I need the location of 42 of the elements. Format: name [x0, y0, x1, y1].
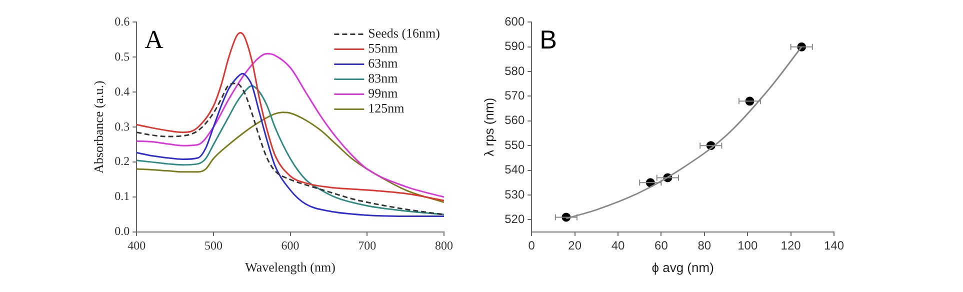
y-tick-label: 0.6 [114, 14, 130, 28]
x-tick-label: 800 [435, 238, 453, 252]
y-tick-label: 0.2 [114, 154, 130, 168]
y-tick-label: 0.5 [114, 49, 130, 64]
y-tick-label: 600 [504, 14, 525, 29]
x-tick-label: 600 [281, 238, 300, 252]
y-tick-label: 590 [504, 39, 525, 54]
y-tick-label: 560 [504, 113, 525, 128]
y-tick-label: 0.4 [114, 84, 130, 98]
x-tick-label: 100 [738, 238, 758, 253]
y-tick-label: 0.0 [114, 224, 130, 238]
y-tick-label: 0.1 [114, 189, 130, 204]
x-tick-label: 120 [780, 238, 802, 253]
x-tick-label: 80 [698, 238, 712, 253]
line-series [136, 112, 444, 204]
y-tick-label: 530 [504, 187, 525, 202]
y-tick-label: 0.3 [114, 119, 130, 134]
x-tick-label: 0 [528, 238, 536, 253]
x-tick-label: 60 [654, 238, 668, 253]
y-tick-label: 520 [504, 212, 525, 226]
x-axis-title: ϕ avg (nm) [652, 260, 714, 275]
y-axis-title: λ rps (nm) [481, 98, 496, 156]
x-tick-label: 700 [358, 238, 376, 252]
y-tick-label: 580 [504, 64, 525, 78]
annotation: A [144, 25, 164, 54]
x-tick-label: 140 [824, 238, 844, 253]
y-tick-label: 540 [504, 162, 525, 177]
legend-label: Seeds (16nm) [368, 26, 440, 41]
x-tick-label: 20 [568, 238, 582, 253]
x-tick-label: 500 [204, 238, 222, 252]
legend-label: 83nm [368, 70, 398, 86]
y-tick-label: 570 [504, 88, 525, 103]
legend-label: 63nm [368, 56, 398, 71]
x-tick-label: 400 [128, 238, 146, 252]
y-axis-title: Absorbance (a.u.) [91, 80, 106, 174]
y-tick-label: 550 [504, 138, 525, 152]
legend-label: 55nm [368, 40, 398, 56]
x-axis-title: Wavelength (nm) [245, 260, 336, 275]
legend-label: 125nm [368, 100, 404, 116]
annotation: B [540, 24, 557, 54]
legend-label: 99nm [368, 86, 398, 101]
x-tick-label: 40 [611, 238, 626, 253]
